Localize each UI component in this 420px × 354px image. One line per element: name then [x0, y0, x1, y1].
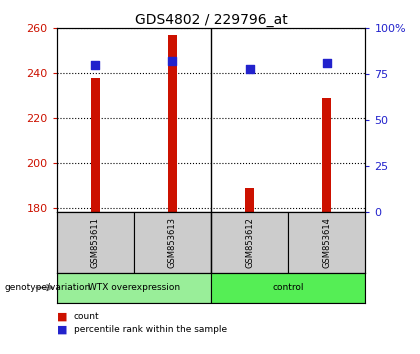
Bar — [91, 78, 100, 212]
Text: control: control — [273, 283, 304, 292]
Bar — [57, 273, 211, 303]
Bar — [57, 212, 134, 273]
Point — [92, 62, 99, 68]
Bar — [168, 35, 177, 212]
Text: GSM853614: GSM853614 — [322, 217, 331, 268]
Point — [169, 59, 176, 64]
Bar — [134, 212, 211, 273]
Bar — [211, 273, 365, 303]
Bar — [245, 188, 254, 212]
Point — [246, 66, 253, 72]
Text: genotype/variation: genotype/variation — [4, 283, 90, 292]
Text: ■: ■ — [57, 324, 67, 334]
Text: ■: ■ — [57, 312, 67, 322]
Text: GSM853611: GSM853611 — [91, 217, 100, 268]
Text: WTX overexpression: WTX overexpression — [88, 283, 180, 292]
Bar — [211, 212, 288, 273]
Point — [323, 61, 330, 66]
Text: count: count — [74, 312, 99, 321]
Bar — [322, 98, 331, 212]
Text: GSM853612: GSM853612 — [245, 217, 254, 268]
Text: percentile rank within the sample: percentile rank within the sample — [74, 325, 227, 334]
Text: GSM853613: GSM853613 — [168, 217, 177, 268]
Title: GDS4802 / 229796_at: GDS4802 / 229796_at — [135, 13, 287, 27]
Bar — [288, 212, 365, 273]
